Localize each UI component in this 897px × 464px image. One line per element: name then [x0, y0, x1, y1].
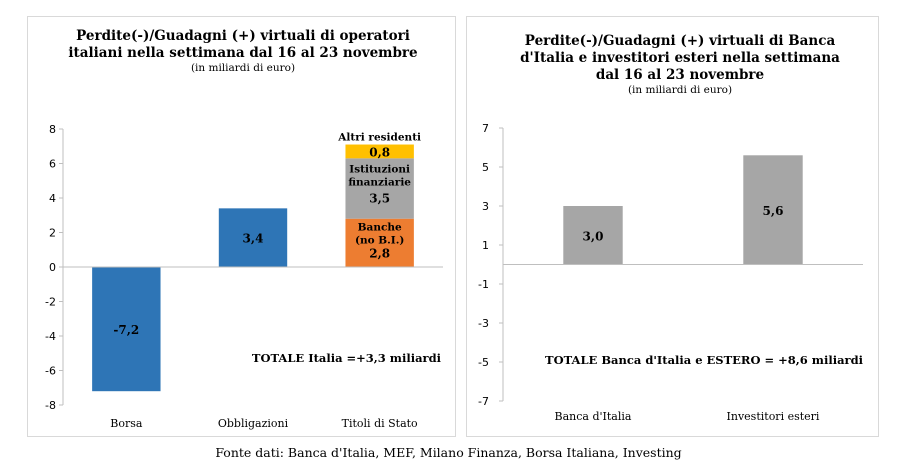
- y-tick-label: 3: [482, 200, 489, 213]
- stack-segment-value: 2,8: [369, 247, 390, 261]
- y-tick-label: -5: [478, 356, 489, 369]
- y-tick-label: 0: [49, 261, 56, 274]
- stack-segment-value: 0,8: [369, 145, 390, 159]
- y-tick-label: -7: [478, 395, 489, 408]
- right-chart: Perdite(-)/Guadagni (+) virtuali di Banc…: [478, 33, 864, 423]
- total-annotation: TOTALE Italia =+3,3 miliardi: [252, 351, 442, 365]
- chart-subtitle: (in miliardi di euro): [191, 62, 295, 74]
- stack-segment-name: (no B.I.): [355, 235, 404, 247]
- y-tick-label: -1: [478, 278, 489, 291]
- stack-segment-name: Banche: [358, 222, 402, 234]
- chart-subtitle: (in miliardi di euro): [628, 84, 732, 96]
- stack-segment: [345, 144, 414, 159]
- stack-segment-name: Istituzioni: [349, 163, 410, 175]
- stack-segment: [345, 158, 414, 219]
- x-category-label: Investitori esteri: [727, 410, 820, 423]
- right-chart-panel: Perdite(-)/Guadagni (+) virtuali di Banc…: [466, 16, 879, 437]
- chart-title-line: d'Italia e investitori esteri nella sett…: [520, 50, 840, 66]
- y-tick-label: 2: [49, 227, 56, 240]
- bar: [743, 155, 803, 265]
- bar: [92, 267, 161, 392]
- x-category-label: Banca d'Italia: [555, 410, 632, 423]
- left-chart: Perdite(-)/Guadagni (+) virtuali di oper…: [45, 28, 443, 430]
- bar: [218, 208, 288, 267]
- y-tick-label: -2: [45, 296, 56, 309]
- left-chart-panel: Perdite(-)/Guadagni (+) virtuali di oper…: [27, 16, 456, 437]
- bar-value-label: 3,0: [583, 229, 604, 243]
- x-category-label: Titoli di Stato: [342, 417, 418, 430]
- x-category-label: Obbligazioni: [218, 417, 289, 430]
- stack-segment: [345, 218, 414, 267]
- total-annotation: TOTALE Banca d'Italia e ESTERO = +8,6 mi…: [545, 353, 864, 367]
- stack-segment-name: finanziarie: [348, 176, 411, 188]
- y-tick-label: -3: [478, 317, 489, 330]
- chart-title-line: dal 16 al 23 novembre: [596, 67, 764, 83]
- chart-title-line: italiani nella settimana dal 16 al 23 no…: [68, 45, 417, 61]
- y-tick-label: -6: [45, 365, 56, 378]
- source-note: Fonte dati: Banca d'Italia, MEF, Milano …: [215, 445, 682, 460]
- y-tick-label: 8: [49, 123, 56, 136]
- bar-value-label: -7,2: [113, 323, 139, 337]
- stack-segment-value: 3,5: [369, 191, 390, 205]
- y-tick-label: 7: [482, 122, 489, 135]
- bar-value-label: 5,6: [763, 204, 784, 218]
- chart-title-line: Perdite(-)/Guadagni (+) virtuali di oper…: [76, 28, 410, 44]
- bar: [563, 206, 623, 265]
- y-tick-label: 6: [49, 158, 56, 171]
- chart-title-line: Perdite(-)/Guadagni (+) virtuali di Banc…: [525, 33, 836, 49]
- y-tick-label: 5: [482, 161, 489, 174]
- x-category-label: Borsa: [110, 417, 143, 430]
- stack-segment-name: Altri residenti: [337, 132, 421, 144]
- y-tick-label: 1: [482, 239, 489, 252]
- y-tick-label: -8: [45, 399, 56, 412]
- y-tick-label: 4: [49, 192, 56, 205]
- y-tick-label: -4: [45, 330, 56, 343]
- bar-value-label: 3,4: [243, 232, 264, 246]
